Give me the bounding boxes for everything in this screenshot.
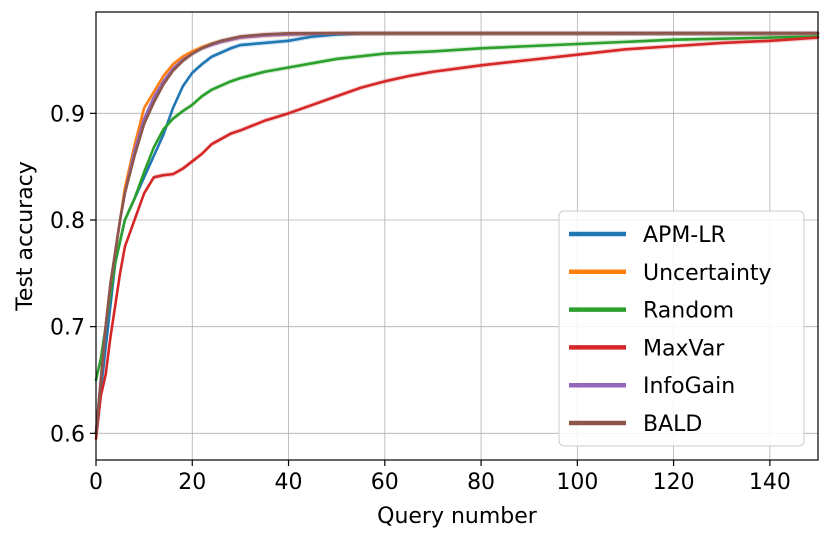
y-tick-label: 0.8 — [50, 209, 85, 234]
series-lines — [94, 32, 820, 440]
legend-label-uncertainty: Uncertainty — [643, 261, 772, 286]
legend-label-random: Random — [643, 299, 734, 324]
x-tick-label: 0 — [89, 470, 103, 495]
x-tick-label: 120 — [653, 470, 695, 495]
legend-label-apm-lr: APM-LR — [643, 223, 726, 248]
y-tick-label: 0.7 — [50, 316, 85, 341]
series-line-random — [94, 35, 820, 382]
x-tick-label: 100 — [556, 470, 598, 495]
x-tick-label: 80 — [467, 470, 495, 495]
legend-items: APM-LR Uncertainty Random MaxVar InfoGain BAL… — [569, 223, 772, 437]
axis-ticks: 0 20 40 60 80 100 120 140 0.6 0.7 0.8 0.9 — [50, 102, 791, 495]
x-tick-label: 40 — [275, 470, 303, 495]
legend-label-bald: BALD — [643, 412, 702, 437]
legend-label-maxvar: MaxVar — [643, 336, 725, 361]
x-tick-label: 140 — [749, 470, 791, 495]
legend: APM-LR Uncertainty Random MaxVar InfoGain BAL… — [558, 210, 805, 447]
legend-label-infogain: InfoGain — [643, 374, 735, 399]
x-axis-title: Query number — [377, 504, 538, 529]
series-line-bald — [94, 32, 820, 435]
y-tick-label: 0.9 — [50, 102, 85, 127]
plot-frame — [95, 11, 819, 461]
series-line-maxvar — [94, 36, 820, 440]
y-axis-title: Test accuracy — [13, 161, 38, 312]
x-tick-label: 60 — [371, 470, 399, 495]
y-tick-label: 0.6 — [50, 422, 85, 447]
x-tick-label: 20 — [178, 470, 206, 495]
